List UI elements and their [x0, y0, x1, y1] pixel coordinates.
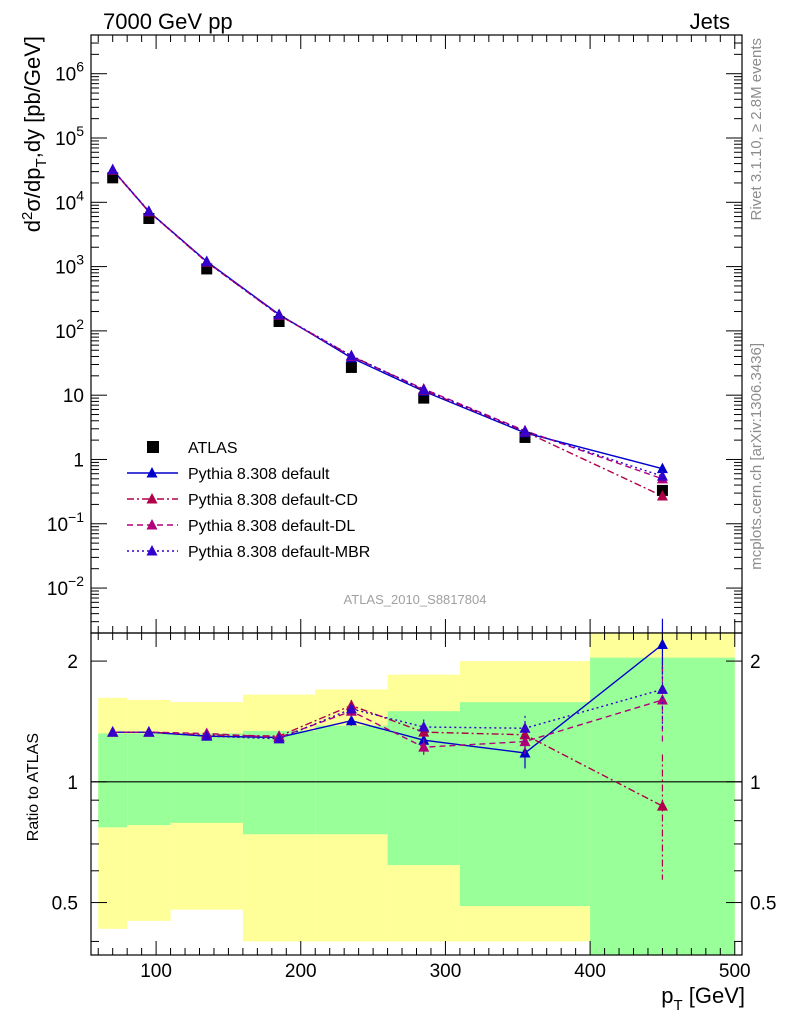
main-line-1 — [112, 169, 663, 470]
legend-entry-2: Pythia 8.308 default-CD — [127, 492, 358, 509]
legend-marker — [146, 493, 158, 504]
ratio-point-3-4 — [345, 702, 357, 714]
y-tick-label: 106 — [55, 59, 84, 86]
ratio-point-2-7 — [656, 693, 668, 705]
ratio-point-0-7 — [656, 638, 668, 649]
ratio-y-tick-label-right: 0.5 — [750, 894, 776, 915]
header-left: 7000 GeV pp — [103, 9, 233, 34]
x-tick-label: 500 — [719, 961, 751, 982]
ratio-y-tick-label-left: 0.5 — [52, 894, 78, 915]
y-tick-label: 104 — [55, 187, 84, 214]
main-point-4-2 — [201, 255, 213, 267]
legend-entry-1: Pythia 8.308 default — [127, 466, 330, 483]
legend-entry-3: Pythia 8.308 default-DL — [127, 518, 355, 535]
main-point-4-1 — [143, 205, 155, 216]
ratio-point-0-4 — [345, 714, 357, 726]
atlas-point-1 — [143, 212, 155, 224]
band-green-1 — [127, 733, 171, 826]
rivet-label: Rivet 3.1.10, ≥ 2.8M events — [748, 38, 765, 221]
main-point-1-7 — [656, 462, 668, 474]
ratio-point-3-6 — [519, 722, 531, 733]
ratio-point-2-6 — [519, 735, 531, 747]
legend-marker — [147, 441, 159, 453]
legend-marker — [146, 545, 158, 556]
atlas-point-2 — [201, 263, 213, 275]
legend-label: Pythia 8.308 default-DL — [188, 518, 355, 535]
x-tick-label: 300 — [430, 961, 462, 982]
ratio-y-tick-label-left: 2 — [67, 652, 78, 673]
legend-label: Pythia 8.308 default-MBR — [188, 544, 370, 561]
atlas-point-3 — [273, 315, 285, 327]
legend: ATLAS Pythia 8.308 default Pythia 8.308 de… — [127, 440, 370, 561]
ratio-y-tick-label-right: 1 — [750, 773, 761, 794]
main-point-4-6 — [519, 425, 531, 436]
legend-label: Pythia 8.308 default-CD — [188, 492, 358, 509]
y-tick-label: 105 — [55, 123, 84, 150]
main-point-2-7 — [656, 490, 668, 501]
x-tick-label: 400 — [574, 961, 606, 982]
band-green-4 — [315, 725, 388, 835]
ratio-point-3-7 — [656, 683, 668, 694]
legend-marker — [146, 467, 158, 478]
main-point-4-7 — [656, 470, 668, 481]
y-tick-label: 10−1 — [47, 509, 84, 536]
ratio-y-tick-label-left: 1 — [67, 773, 78, 794]
ratio-point-1-7 — [656, 800, 668, 811]
ratio-uncertainty-bands — [91, 633, 742, 955]
header-right: Jets — [690, 9, 730, 34]
ratio-y-axis-label: Ratio to ATLAS — [25, 733, 42, 841]
ratio-axes: 0.5 0.5 1 1 2 2 100 200 300 400 500 — [52, 632, 776, 982]
atlas-point-0 — [107, 172, 119, 184]
ratio-point-3-3 — [273, 732, 285, 744]
atlas-point-5 — [418, 392, 430, 404]
legend-entry-4: Pythia 8.308 default-MBR — [127, 544, 370, 561]
ratio-point-2-5 — [418, 741, 430, 752]
atlas-point-4 — [345, 361, 357, 373]
mcplots-label: mcplots.cern.ch [arXiv:1306.3436] — [748, 343, 765, 570]
y-tick-label: 10 — [63, 386, 84, 407]
band-green-3 — [242, 730, 316, 835]
ratio-point-3-1 — [143, 726, 155, 737]
main-line-4 — [112, 169, 663, 477]
analysis-id: ATLAS_2010_S8817804 — [344, 592, 487, 607]
main-line-3 — [112, 169, 663, 480]
legend-label: Pythia 8.308 default — [188, 466, 330, 483]
x-tick-label: 200 — [285, 961, 317, 982]
atlas-point-6 — [519, 431, 531, 443]
ratio-point-3-2 — [201, 730, 213, 741]
main-point-4-0 — [107, 163, 119, 175]
main-point-4-5 — [418, 383, 430, 395]
main-y-axis-label: d2σ/dpT,dy [pb/GeV] — [19, 36, 50, 232]
y-tick-label: 102 — [55, 316, 84, 343]
main-axes: 10−2 10−1 1 10 102 103 104 105 106 — [47, 34, 743, 634]
band-green-0 — [98, 733, 128, 828]
ratio-point-3-5 — [418, 720, 430, 732]
y-tick-label: 103 — [55, 252, 84, 279]
ratio-y-tick-label-right: 2 — [750, 652, 761, 673]
legend-label: ATLAS — [188, 440, 238, 457]
main-point-4-3 — [273, 308, 285, 320]
x-tick-label: 100 — [140, 961, 172, 982]
y-tick-label: 10−2 — [47, 573, 84, 600]
ratio-line-3 — [112, 688, 663, 740]
x-axis-label: pT [GeV] — [661, 983, 745, 1014]
main-point-4-4 — [345, 349, 357, 361]
ratio-point-3-0 — [107, 726, 119, 737]
y-tick-label: 1 — [73, 450, 84, 471]
main-series-layer — [107, 163, 668, 501]
legend-marker — [146, 519, 158, 530]
ratio-series-layer — [107, 618, 668, 880]
legend-entry-0: ATLAS — [147, 440, 238, 457]
band-green-2 — [170, 733, 243, 823]
